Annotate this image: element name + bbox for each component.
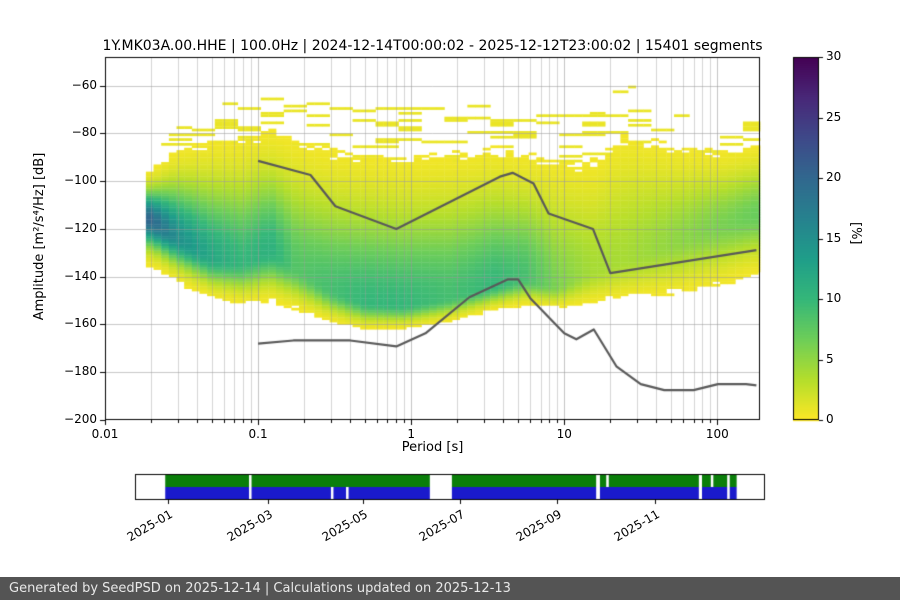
colorbar-tick-label: 0 [826, 412, 834, 426]
colorbar-tick-label: 10 [826, 291, 842, 305]
colorbar-tick-label: 5 [826, 351, 834, 366]
colorbar-tick-label: 20 [826, 170, 842, 184]
x-axis-label: Period [s] [401, 440, 464, 455]
footer-text: Generated by SeedPSD on 2025-12-14 | Cal… [9, 581, 511, 596]
y-tick-label: −180 [64, 364, 97, 379]
x-tick-label: 0.01 [91, 427, 119, 441]
y-tick-label: −160 [64, 316, 97, 331]
y-tick-label: −100 [64, 173, 97, 188]
y-tick-label: −120 [64, 220, 97, 235]
x-tick-label: 1 [407, 427, 415, 441]
colorbar-label: [%] [848, 222, 863, 245]
x-tick-label: 0.1 [248, 427, 268, 441]
x-tick-label: 100 [705, 427, 729, 441]
y-tick-label: −80 [71, 125, 97, 140]
colorbar-tick-label: 30 [826, 49, 842, 63]
footer-bar: Generated by SeedPSD on 2025-12-14 | Cal… [0, 577, 900, 600]
colorbar-tick-label: 15 [826, 230, 842, 245]
ppsd-chart-canvas [0, 0, 900, 578]
chart-title: 1Y.MK03A.00.HHE | 100.0Hz | 2024-12-14T0… [102, 38, 763, 54]
y-tick-label: −140 [64, 268, 97, 283]
colorbar-tick-label: 25 [826, 109, 842, 124]
x-tick-label: 10 [556, 427, 572, 441]
y-tick-label: −60 [71, 77, 97, 92]
y-tick-label: −200 [64, 412, 97, 426]
